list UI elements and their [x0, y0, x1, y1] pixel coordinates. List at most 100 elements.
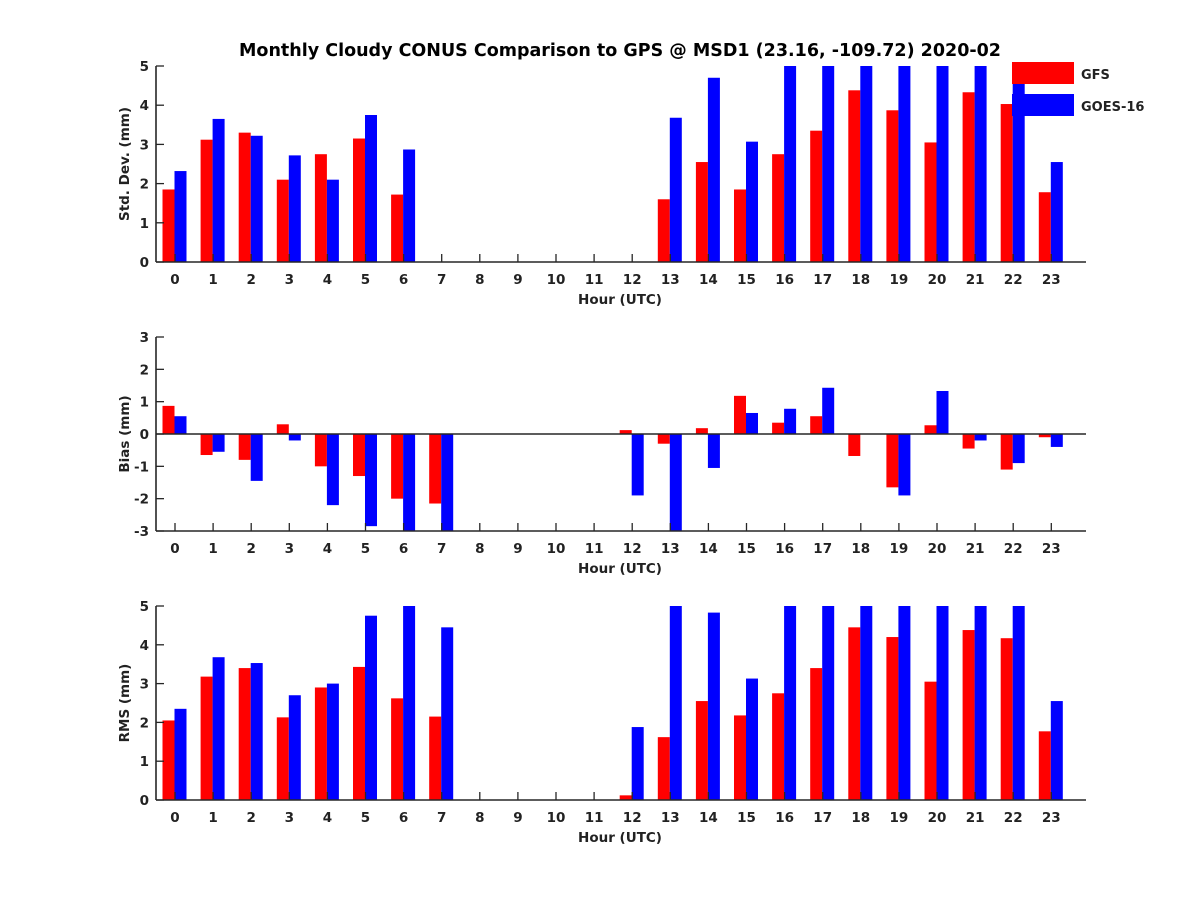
rms-xtick-label: 15	[737, 810, 756, 826]
bias-bar-gfs-hour-20	[924, 425, 937, 434]
std-dev-bar-gfs-hour-13	[657, 199, 670, 262]
bias-bar-gfs-hour-22	[1000, 434, 1013, 470]
rms-bar-gfs-hour-19	[886, 637, 899, 800]
bias-xtick-label: 10	[547, 541, 566, 557]
bias-bar-gfs-hour-14	[695, 428, 708, 434]
rms-bar-goes16-hour-20	[936, 606, 949, 800]
bias-bar-gfs-hour-17	[810, 416, 823, 434]
std-dev-bar-gfs-hour-3	[276, 179, 289, 262]
std-dev-bar-gfs-hour-20	[924, 142, 937, 262]
bias-xtick-label: 12	[623, 541, 642, 557]
rms-xtick-label: 22	[1004, 810, 1023, 826]
rms-xtick-label: 11	[585, 810, 604, 826]
bias-bar-gfs-hour-0	[162, 405, 175, 434]
bias-bar-gfs-hour-16	[772, 422, 785, 434]
std-dev-xtick-label: 14	[699, 272, 718, 288]
rms-bar-gfs-hour-7	[429, 716, 442, 800]
rms-ytick-label: 4	[140, 638, 149, 654]
bias-bar-goes16-hour-3	[288, 434, 301, 441]
rms-xtick-label: 6	[399, 810, 408, 826]
rms-bar-gfs-hour-22	[1000, 638, 1013, 800]
std-dev-bar-goes16-hour-5	[365, 115, 377, 262]
std-dev-bar-gfs-hour-14	[695, 162, 708, 262]
bias-bar-goes16-hour-13	[669, 434, 682, 531]
bias-xtick-label: 3	[285, 541, 294, 557]
std-dev-bar-gfs-hour-16	[772, 154, 785, 262]
std-dev-xtick-label: 9	[513, 272, 522, 288]
std-dev-bar-goes16-hour-14	[707, 77, 720, 262]
bias-xtick-label: 11	[585, 541, 604, 557]
rms-xtick-label: 18	[851, 810, 870, 826]
rms-bar-gfs-hour-23	[1038, 731, 1051, 800]
bias-ytick-label: 1	[140, 395, 149, 411]
rms-xtick-label: 0	[170, 810, 179, 826]
bias-xtick-label: 18	[851, 541, 870, 557]
std-dev-xtick-label: 13	[661, 272, 680, 288]
bias-bar-goes16-hour-14	[707, 434, 720, 468]
bias-xtick-label: 9	[513, 541, 522, 557]
std-dev-xtick-label: 8	[475, 272, 484, 288]
rms-bar-goes16-hour-5	[365, 615, 377, 800]
rms-xtick-label: 5	[361, 810, 370, 826]
legend-label-goes16: GOES-16	[1081, 100, 1144, 115]
bias-bar-gfs-hour-21	[962, 434, 975, 449]
rms-xtick-label: 14	[699, 810, 718, 826]
std-dev-bar-goes16-hour-15	[746, 141, 758, 262]
rms-bar-goes16-hour-6	[403, 606, 416, 800]
std-dev-xtick-label: 22	[1004, 272, 1023, 288]
std-dev-bar-goes16-hour-3	[288, 155, 301, 262]
bias-xtick-label: 8	[475, 541, 484, 557]
bias-bar-gfs-hour-1	[200, 434, 213, 456]
rms-bar-gfs-hour-1	[200, 676, 213, 800]
std-dev-ytick-label: 0	[140, 255, 149, 271]
rms-bar-goes16-hour-12	[631, 727, 644, 800]
std-dev-xtick-label: 1	[208, 272, 217, 288]
std-dev-bar-goes16-hour-2	[250, 135, 263, 262]
bias-bar-goes16-hour-17	[822, 387, 835, 434]
std-dev-bar-goes16-hour-19	[898, 66, 911, 262]
rms-bar-goes16-hour-19	[898, 606, 911, 800]
rms-bar-gfs-hour-5	[353, 666, 365, 800]
bias-xtick-label: 1	[208, 541, 217, 557]
bias-bar-goes16-hour-0	[174, 416, 187, 434]
rms-bar-gfs-hour-12	[619, 795, 632, 800]
bias-bar-goes16-hour-16	[784, 408, 797, 434]
bias-xtick-label: 15	[737, 541, 756, 557]
std-dev-xtick-label: 21	[966, 272, 985, 288]
rms-bar-goes16-hour-4	[326, 683, 339, 800]
rms-xtick-label: 7	[437, 810, 446, 826]
bias-bar-gfs-hour-4	[314, 434, 327, 467]
bias-bar-gfs-hour-7	[429, 434, 442, 504]
bias-bar-gfs-hour-6	[391, 434, 404, 499]
rms-bar-goes16-hour-1	[212, 657, 225, 800]
std-dev-xtick-label: 17	[813, 272, 832, 288]
bias-xtick-label: 23	[1042, 541, 1061, 557]
bias-ytick-label: -2	[134, 492, 149, 508]
rms-bar-goes16-hour-3	[288, 695, 301, 800]
std-dev-bar-gfs-hour-1	[200, 139, 213, 262]
bias-ytick-label: -1	[134, 459, 149, 475]
bias-ytick-label: 0	[140, 427, 149, 443]
std-dev-xtick-label: 6	[399, 272, 408, 288]
bias-bar-gfs-hour-15	[734, 395, 746, 434]
std-dev-xtick-label: 10	[547, 272, 566, 288]
bias-bar-gfs-hour-12	[619, 430, 632, 434]
std-dev-x-axis-label: Hour (UTC)	[578, 292, 662, 308]
bias-xtick-label: 14	[699, 541, 718, 557]
rms-bar-gfs-hour-3	[276, 717, 289, 800]
rms-xtick-label: 4	[323, 810, 332, 826]
rms-ytick-label: 0	[140, 793, 149, 809]
bias-ytick-label: -3	[134, 524, 149, 540]
rms-ytick-label: 5	[140, 599, 149, 615]
bias-bar-goes16-hour-19	[898, 434, 911, 496]
std-dev-bar-goes16-hour-16	[784, 66, 797, 262]
std-dev-bar-gfs-hour-21	[962, 92, 975, 262]
rms-xtick-label: 2	[246, 810, 255, 826]
rms-xtick-label: 20	[928, 810, 947, 826]
std-dev-bar-gfs-hour-4	[314, 154, 327, 262]
bias-x-axis-label: Hour (UTC)	[578, 561, 662, 577]
std-dev-bar-goes16-hour-17	[822, 66, 835, 262]
